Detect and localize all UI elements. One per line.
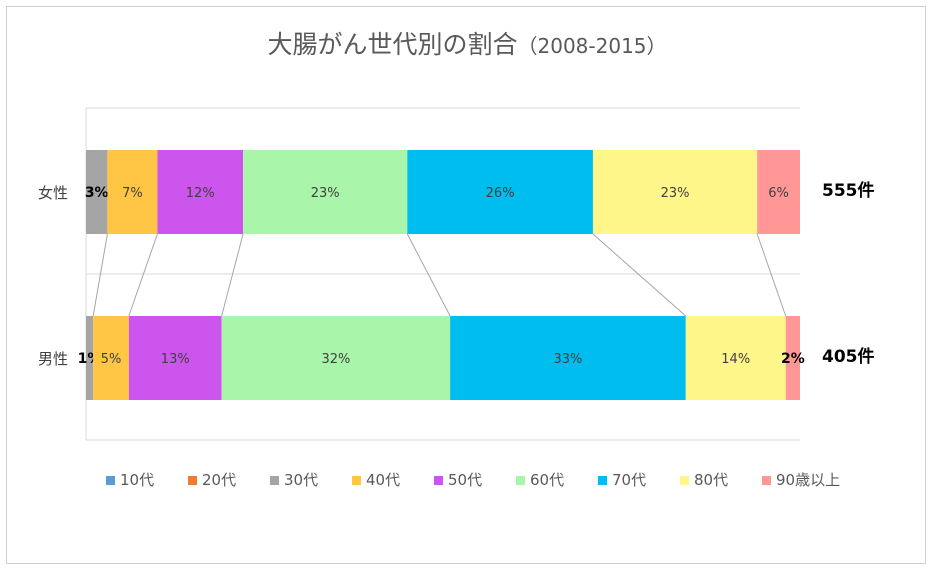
data-label: 2% — [781, 351, 805, 367]
data-label: 33% — [553, 352, 582, 367]
legend-label: 80代 — [694, 471, 728, 489]
bar-segment — [685, 316, 786, 400]
bar-segment — [86, 316, 94, 400]
legend-label: 10代 — [120, 471, 154, 489]
series-connector-line — [221, 233, 244, 317]
data-label: 7% — [122, 186, 143, 201]
data-label: 26% — [486, 186, 515, 201]
chart-frame — [6, 6, 926, 564]
data-label: 3% — [85, 185, 109, 201]
bar-segment — [221, 316, 451, 400]
bar-segment — [93, 316, 129, 400]
legend-swatch — [598, 476, 607, 485]
legend-swatch — [270, 476, 279, 485]
category-label: 男性 — [38, 350, 68, 368]
bar-segment — [157, 150, 244, 234]
category-label: 女性 — [38, 184, 68, 202]
data-label: 12% — [186, 186, 215, 201]
data-label: 5% — [101, 352, 122, 367]
data-label: 13% — [161, 352, 190, 367]
series-connector-line — [592, 233, 687, 317]
series-connector-line — [756, 233, 787, 317]
chart-title: 大腸がん世代別の割合（2008-2015） — [267, 30, 666, 59]
legend-label: 60代 — [530, 471, 564, 489]
legend-swatch — [762, 476, 771, 485]
bar-segment — [592, 150, 758, 234]
bar-segment — [107, 150, 158, 234]
bar-segment — [785, 316, 800, 400]
legend-swatch — [106, 476, 115, 485]
data-label: 23% — [311, 186, 340, 201]
legend-label: 30代 — [284, 471, 318, 489]
legend-swatch — [434, 476, 443, 485]
legend-swatch — [188, 476, 197, 485]
legend-swatch — [352, 476, 361, 485]
bar-segment — [757, 150, 800, 234]
bar-segment — [450, 316, 686, 400]
bar-segment — [128, 316, 222, 400]
total-count-label: 555件 — [822, 180, 875, 201]
legend-label: 50代 — [448, 471, 482, 489]
bar-segment — [407, 150, 593, 234]
legend-swatch — [516, 476, 525, 485]
data-label: 6% — [768, 186, 789, 201]
bar-segment — [86, 150, 108, 234]
series-connector-line — [406, 233, 451, 317]
data-label: 14% — [721, 352, 750, 367]
chart-title-suffix: （2008-2015） — [518, 34, 667, 58]
series-connector-line — [92, 233, 108, 317]
legend-label: 20代 — [202, 471, 236, 489]
series-connector-line — [128, 233, 158, 317]
data-label: 32% — [321, 352, 350, 367]
legend-label: 90歳以上 — [776, 471, 840, 489]
legend: 10代 20代 30代 40代 50代 60代 70代 80代 90歳以上 — [106, 471, 840, 489]
legend-label: 70代 — [612, 471, 646, 489]
legend-label: 40代 — [366, 471, 400, 489]
legend-swatch — [680, 476, 689, 485]
chart-title-main: 大腸がん世代別の割合 — [267, 30, 517, 59]
data-label: 23% — [661, 186, 690, 201]
total-count-label: 405件 — [822, 346, 875, 367]
bar-segment — [243, 150, 408, 234]
